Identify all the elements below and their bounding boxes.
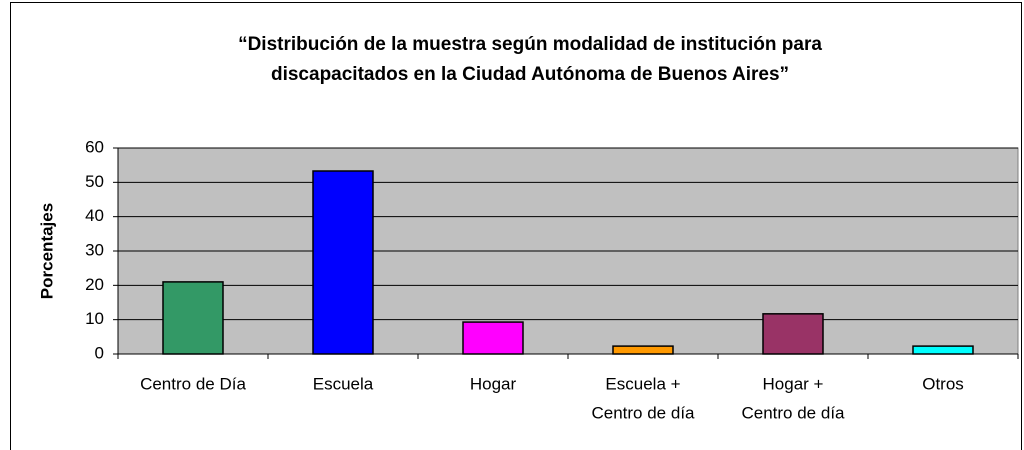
y-tick-label: 30 — [85, 240, 104, 259]
x-tick-label: Otros — [922, 374, 964, 393]
x-tick-label: Hogar + — [763, 374, 824, 393]
chart-title: discapacitados en la Ciudad Autónoma de … — [271, 64, 789, 85]
bar — [462, 321, 524, 355]
bar — [762, 313, 824, 355]
y-axis-label: Porcentajes — [37, 203, 56, 299]
chart-title: “Distribución de la muestra según modali… — [238, 34, 822, 55]
bar — [312, 170, 374, 355]
x-tick-label: Centro de día — [591, 403, 695, 422]
x-tick-label: Centro de Día — [140, 374, 246, 393]
x-tick-label: Escuela — [313, 374, 374, 393]
x-tick-label: Escuela + — [605, 374, 680, 393]
y-tick-label: 20 — [85, 275, 104, 294]
y-tick-label: 0 — [95, 343, 104, 362]
x-tick-label: Hogar — [470, 374, 517, 393]
y-tick-label: 60 — [85, 137, 104, 156]
bar — [162, 281, 224, 355]
bar — [912, 345, 974, 355]
y-tick-label: 50 — [85, 172, 104, 191]
y-tick-label: 40 — [85, 206, 104, 225]
x-tick-label: Centro de día — [741, 403, 845, 422]
y-tick-label: 10 — [85, 309, 104, 328]
bar — [612, 345, 674, 355]
